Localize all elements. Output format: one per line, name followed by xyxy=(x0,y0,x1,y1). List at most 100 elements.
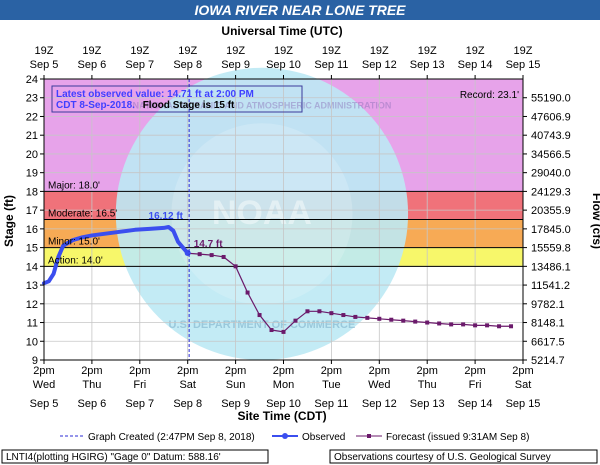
right-tick-label: 8148.1 xyxy=(531,318,565,330)
top-tick-hour: 19Z xyxy=(370,45,389,57)
bottom-tick-day: Sat xyxy=(179,379,196,391)
top-tick-hour: 19Z xyxy=(274,45,293,57)
forecast-point xyxy=(317,309,322,314)
top-tick-date: Sep 13 xyxy=(410,59,445,71)
right-tick-label: 47606.9 xyxy=(531,111,571,123)
right-tick-label: 13486.1 xyxy=(531,261,571,273)
bottom-tick-date: Sep 7 xyxy=(125,398,154,410)
left-tick-label: 11 xyxy=(27,318,38,330)
right-tick-label: 55190.0 xyxy=(531,93,571,105)
right-tick-label: 20355.9 xyxy=(531,205,571,217)
forecast-point xyxy=(329,311,334,316)
right-tick-label: 29040.0 xyxy=(531,168,571,180)
right-tick-label: 15559.8 xyxy=(531,243,571,255)
top-tick-date: Sep 7 xyxy=(125,59,154,71)
left-tick-label: 20 xyxy=(26,149,38,161)
left-tick-label: 18 xyxy=(26,186,38,198)
peak-annotation: 16.12 ft xyxy=(149,211,184,222)
top-axis-title: Universal Time (UTC) xyxy=(221,24,342,38)
forecast-point xyxy=(293,318,298,323)
legend-observed-marker xyxy=(282,433,288,439)
bottom-tick-day: Thu xyxy=(82,379,101,391)
forecast-line xyxy=(187,252,512,333)
right-tick-label: 9782.1 xyxy=(531,299,565,311)
forecast-point xyxy=(473,323,478,328)
top-tick-hour: 19Z xyxy=(514,45,533,57)
footer-right-box xyxy=(329,449,598,464)
left-tick-label: 22 xyxy=(26,111,38,123)
bottom-tick-time: 2pm xyxy=(321,365,342,377)
forecast-point xyxy=(485,323,490,328)
bottom-tick-time: 2pm xyxy=(81,365,102,377)
left-tick-label: 10 xyxy=(26,336,38,348)
bottom-tick-time: 2pm xyxy=(369,365,390,377)
forecast-point xyxy=(461,322,466,327)
info-box-line2: CDT 8-Sep-2018. Flood Stage is 15 ft xyxy=(56,100,235,111)
left-tick-label: 9 xyxy=(32,355,38,367)
legend-graph-created-label: Graph Created (2:47PM Sep 8, 2018) xyxy=(88,432,255,443)
info-box xyxy=(51,85,303,113)
bottom-tick-time: 2pm xyxy=(33,365,54,377)
legend-forecast-marker xyxy=(367,434,371,438)
watermark-noaa-text: NOAA xyxy=(212,194,312,232)
bottom-tick-date: Sep 6 xyxy=(78,398,107,410)
forecast-point xyxy=(209,253,214,258)
forecast-point xyxy=(257,313,262,318)
right-axis-title: Flow (cfs) xyxy=(590,193,600,249)
bottom-tick-date: Sep 9 xyxy=(221,398,250,410)
bottom-tick-date: Sep 13 xyxy=(410,398,445,410)
bottom-tick-day: Fri xyxy=(133,379,146,391)
bottom-tick-time: 2pm xyxy=(129,365,150,377)
top-tick-date: Sep 6 xyxy=(78,59,107,71)
forecast-point xyxy=(341,313,346,318)
legend-forecast-label: Forecast (issued 9:31AM Sep 8) xyxy=(386,432,529,443)
right-tick-label: 40743.9 xyxy=(531,130,571,142)
bottom-tick-day: Mon xyxy=(273,379,294,391)
forecast-point xyxy=(401,318,406,323)
forecast-point xyxy=(497,324,502,329)
left-tick-label: 16 xyxy=(26,224,38,236)
forecast-point xyxy=(425,320,430,325)
bottom-tick-day: Sat xyxy=(515,379,532,391)
bottom-tick-date: Sep 12 xyxy=(362,398,397,410)
top-tick-hour: 19Z xyxy=(418,45,437,57)
legend: Graph Created (2:47PM Sep 8, 2018) Obser… xyxy=(60,432,529,443)
forecast-point xyxy=(197,252,202,257)
info-box-date: CDT 8-Sep-2018. xyxy=(56,100,135,111)
flood-stage-lines xyxy=(44,190,523,267)
legend-observed-label: Observed xyxy=(302,432,345,443)
right-tick-label: 5214.7 xyxy=(531,355,565,367)
left-axis-ticks: 9 10 11 12 13 14 15 16 17 18 19 20 21 22 23 24 xyxy=(26,74,44,367)
top-tick-hour: 19Z xyxy=(35,45,54,57)
forecast-series xyxy=(185,251,514,334)
top-tick-hour: 19Z xyxy=(178,45,197,57)
forecast-point xyxy=(353,314,358,319)
forecast-point xyxy=(449,322,454,327)
title-bar xyxy=(0,0,600,20)
bottom-tick-day: Tue xyxy=(322,379,341,391)
observed-last-point xyxy=(184,250,191,257)
right-tick-label: 24129.3 xyxy=(531,186,571,198)
top-tick-date: Sep 8 xyxy=(173,59,202,71)
bottom-tick-date: Sep 15 xyxy=(506,398,541,410)
bottom-tick-time: 2pm xyxy=(225,365,246,377)
forecast-point xyxy=(377,316,382,321)
watermark-inner-disc xyxy=(171,123,353,305)
top-tick-date: Sep 14 xyxy=(458,59,493,71)
info-box-flood-stage: Flood Stage is 15 ft xyxy=(143,100,235,111)
left-axis-title: Stage (ft) xyxy=(2,195,16,247)
chart-title: IOWA RIVER NEAR LONE TREE xyxy=(194,2,406,18)
top-tick-date: Sep 15 xyxy=(506,59,541,71)
bottom-tick-time: 2pm xyxy=(273,365,294,377)
right-tick-label: 17845.0 xyxy=(531,224,571,236)
left-tick-label: 24 xyxy=(26,74,38,86)
bottom-axis-ticks: 2pm Wed Sep 5 2pm Thu Sep 6 2pm Fri Sep 7 2pm Sat S… xyxy=(30,360,541,410)
footer-right: Observations courtesy of U.S. Geological… xyxy=(334,452,551,463)
top-tick-hour: 19Z xyxy=(466,45,485,57)
right-axis-ticks: 6617.5 8148.1 9782.1 11541.2 13486.1 15559.8 1… xyxy=(523,93,571,367)
observed-line xyxy=(42,224,190,286)
top-axis-ticks: 19Z Sep 5 19Z Sep 6 19Z Sep 7 19Z Sep 8 19Z Sep 9… xyxy=(30,45,541,79)
info-box-line1: Latest observed value: 14.71 ft at 2:00 … xyxy=(56,89,254,100)
top-tick-date: Sep 11 xyxy=(314,59,348,71)
